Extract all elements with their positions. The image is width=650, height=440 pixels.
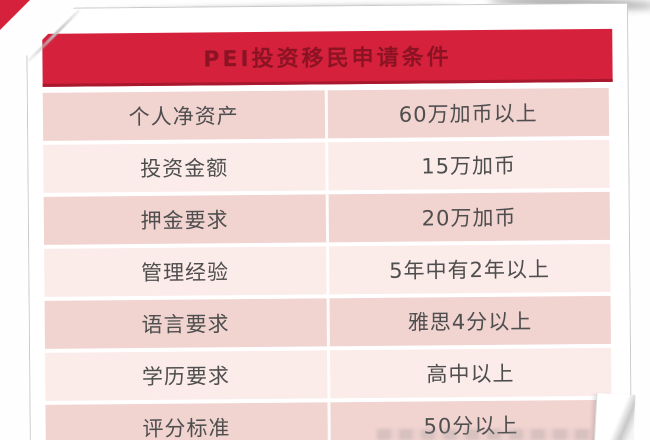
document-page: PEI投资移民申请条件 个人净资产 60万加币以上投资金额 15万加币押金要求 20万… bbox=[26, 3, 632, 440]
corner-red-triangle bbox=[0, 0, 30, 30]
table-row: 投资金额 15万加币 bbox=[43, 140, 609, 193]
condition-value: 雅思4分以上 bbox=[407, 309, 533, 335]
page-curl bbox=[593, 393, 636, 440]
condition-label: 学历要求 bbox=[45, 350, 330, 400]
condition-label: 个人净资产 bbox=[43, 90, 328, 140]
condition-value: 高中以上 bbox=[426, 361, 515, 387]
table-row: 个人净资产 60万加币以上 bbox=[43, 88, 609, 141]
condition-label: 押金要求 bbox=[44, 194, 329, 244]
condition-value: 20万加币 bbox=[421, 205, 517, 231]
condition-value: 60万加币以上 bbox=[398, 101, 538, 127]
condition-label: 语言要求 bbox=[45, 298, 330, 348]
condition-label: 投资金额 bbox=[43, 142, 328, 192]
title-banner: PEI投资移民申请条件 bbox=[42, 29, 612, 87]
table-row: 语言要求 雅思4分以上 bbox=[45, 296, 611, 349]
condition-value: 5年中有2年以上 bbox=[389, 257, 551, 283]
condition-value: 15万加币 bbox=[421, 153, 517, 179]
table-row: 学历要求 高中以上 bbox=[45, 348, 611, 401]
condition-label: 管理经验 bbox=[44, 246, 329, 296]
page-title: PEI投资移民申请条件 bbox=[203, 45, 452, 73]
table-row: 管理经验 5年中有2年以上 bbox=[44, 244, 610, 297]
table-row: 押金要求 20万加币 bbox=[44, 192, 610, 245]
watermark-smudge bbox=[377, 429, 592, 440]
condition-label: 评分标准 bbox=[45, 402, 330, 440]
requirements-table: 个人净资产 60万加币以上投资金额 15万加币押金要求 20万加币管理经验 5年中有2年… bbox=[43, 88, 612, 440]
